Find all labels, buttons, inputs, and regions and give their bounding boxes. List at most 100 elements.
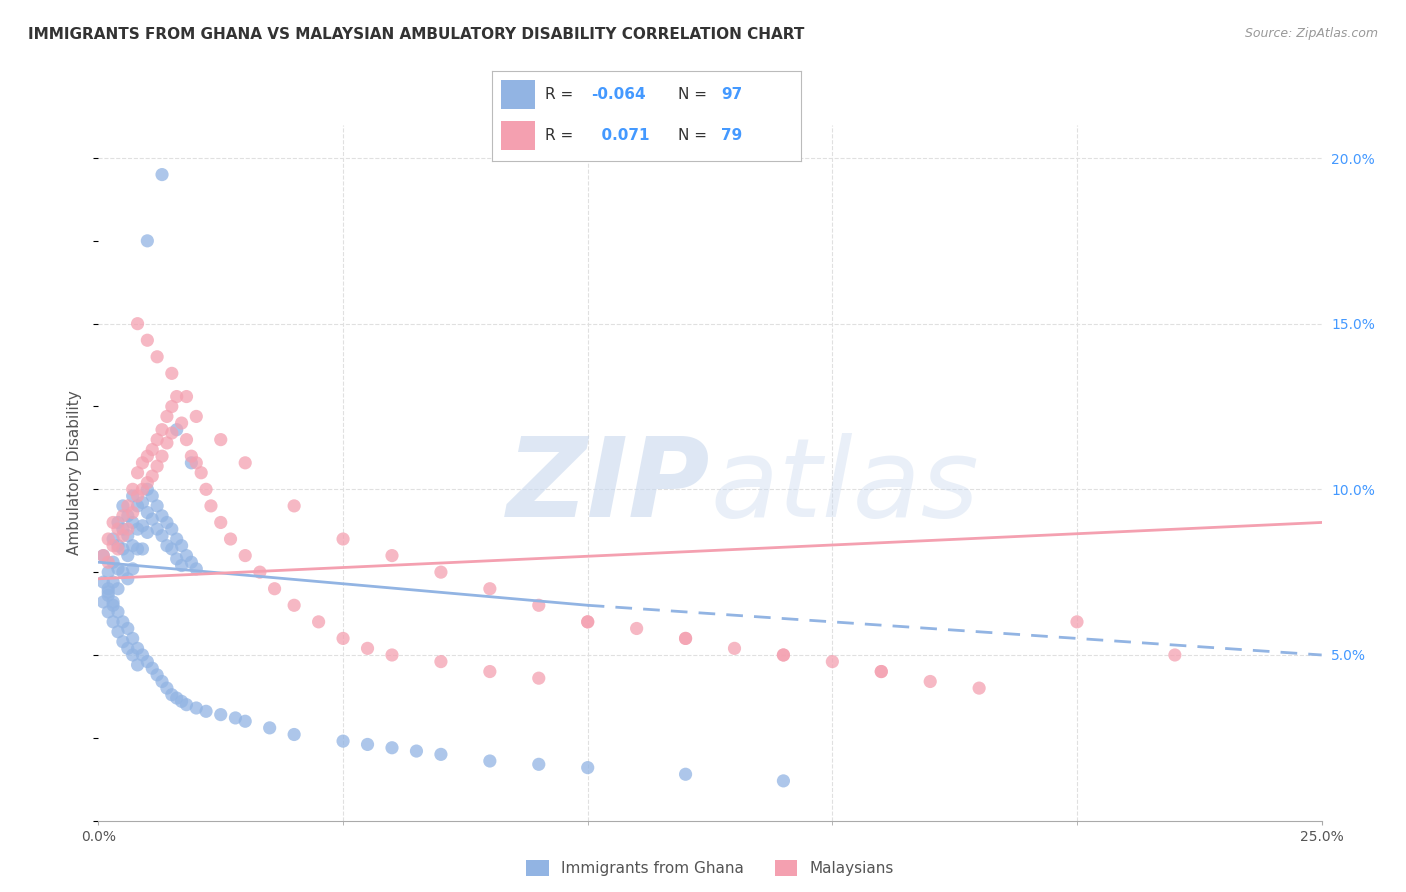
Point (576, 761, 599, 775)
Point (121, 648, 143, 662)
Point (381, 648, 404, 662)
Text: N =: N = (678, 128, 711, 143)
Point (101, 575, 124, 590)
Point (101, 555, 124, 569)
Point (141, 469, 163, 483)
Point (1066, 615, 1088, 629)
Point (233, 714, 256, 729)
Text: 0.071: 0.071 (591, 128, 650, 143)
Point (209, 516, 232, 530)
Point (127, 499, 149, 513)
Point (107, 562, 129, 576)
Point (121, 562, 143, 576)
Point (111, 615, 134, 629)
Point (136, 475, 159, 490)
Point (111, 529, 134, 543)
Point (141, 442, 163, 457)
Point (141, 661, 163, 675)
Point (136, 655, 159, 669)
Point (170, 558, 193, 573)
Point (150, 529, 173, 543)
Point (170, 694, 193, 708)
Legend: Immigrants from Ghana, Malaysians: Immigrants from Ghana, Malaysians (520, 855, 900, 882)
Point (200, 499, 222, 513)
Point (117, 641, 139, 656)
Point (186, 456, 208, 470)
Point (127, 466, 149, 480)
Point (772, 648, 794, 662)
Point (117, 522, 139, 536)
Point (478, 582, 501, 596)
Point (160, 425, 183, 440)
Point (111, 522, 134, 536)
Text: 97: 97 (721, 87, 742, 102)
Point (821, 655, 844, 669)
Point (283, 727, 305, 741)
Point (131, 541, 153, 556)
Point (150, 508, 173, 523)
Text: atlas: atlas (710, 434, 979, 541)
Bar (502, 121, 536, 150)
Point (527, 757, 550, 772)
Point (101, 539, 124, 553)
Point (117, 529, 139, 543)
Point (101, 599, 124, 613)
Point (527, 671, 550, 685)
Point (180, 555, 202, 569)
Point (176, 698, 198, 712)
Point (150, 674, 173, 689)
Point (156, 516, 179, 530)
Point (772, 773, 794, 788)
Point (127, 489, 149, 503)
Point (127, 522, 149, 536)
Point (107, 539, 129, 553)
Point (121, 632, 143, 646)
Point (430, 565, 453, 579)
Point (156, 436, 179, 450)
Point (224, 711, 246, 725)
Point (111, 541, 134, 556)
Point (263, 582, 285, 596)
Point (176, 549, 198, 563)
Point (91, 575, 114, 590)
Point (107, 624, 129, 639)
Point (121, 516, 143, 530)
Point (870, 665, 893, 679)
Point (127, 541, 149, 556)
Point (136, 234, 159, 248)
Point (146, 459, 169, 474)
Point (381, 740, 404, 755)
Point (156, 681, 179, 695)
Point (127, 657, 149, 672)
Point (166, 423, 188, 437)
Text: ZIP: ZIP (506, 434, 710, 541)
Point (259, 721, 281, 735)
Point (97, 582, 120, 596)
Point (723, 641, 745, 656)
Point (107, 605, 129, 619)
Point (121, 539, 143, 553)
Point (97, 588, 120, 602)
Point (156, 539, 179, 553)
Point (195, 704, 218, 718)
Y-axis label: Ambulatory Disability: Ambulatory Disability (67, 391, 83, 555)
Point (131, 648, 153, 662)
Point (107, 516, 129, 530)
Point (170, 416, 193, 430)
Point (136, 483, 159, 497)
Point (1164, 648, 1187, 662)
Point (170, 539, 193, 553)
Point (920, 674, 942, 689)
Point (121, 483, 143, 497)
Point (675, 632, 697, 646)
Point (117, 549, 139, 563)
Point (308, 615, 330, 629)
Point (136, 449, 159, 463)
Point (160, 522, 183, 536)
Point (97, 605, 120, 619)
Point (626, 622, 648, 636)
Point (180, 449, 202, 463)
Point (117, 622, 139, 636)
Text: N =: N = (678, 87, 711, 102)
Point (186, 701, 208, 715)
